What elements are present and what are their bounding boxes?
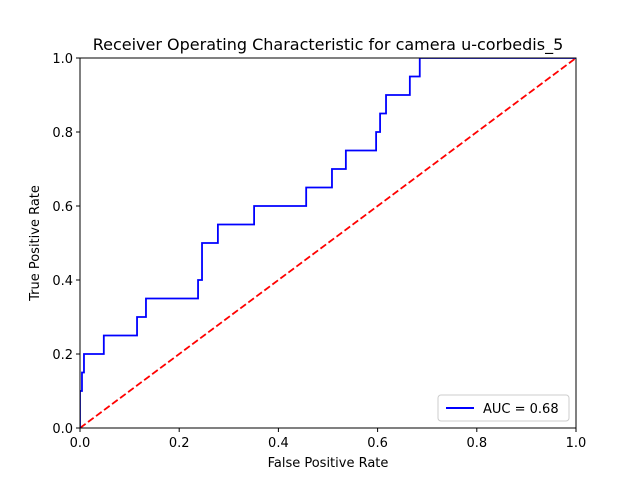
y-tick-label: 0.6 [52, 200, 73, 215]
legend-label-roc-curve: AUC = 0.68 [483, 402, 559, 417]
legend-box [437, 394, 570, 422]
y-tick-label: 1.0 [52, 52, 73, 67]
chart-title: Receiver Operating Characteristic for ca… [93, 35, 564, 55]
y-tick-label: 0.4 [52, 274, 73, 289]
x-axis: 0.0 0.2 0.4 0.6 0.8 1.0 [70, 428, 587, 451]
x-tick-label: 1.0 [566, 436, 587, 451]
x-tick-label: 0.6 [367, 436, 388, 451]
y-tick-label: 0.2 [52, 348, 73, 363]
roc-curve-line [80, 58, 576, 428]
plot-frame [79, 57, 577, 429]
y-axis: 0.0 0.2 0.4 0.6 0.8 1.0 [52, 52, 80, 437]
y-axis-label: True Positive Rate [28, 185, 43, 302]
x-axis-label: False Positive Rate [268, 456, 389, 471]
series-layer [80, 58, 576, 428]
x-tick-label: 0.4 [268, 436, 289, 451]
legend: AUC = 0.68 [437, 394, 570, 422]
x-tick-label: 0.2 [169, 436, 190, 451]
y-tick-label: 0.8 [52, 126, 73, 141]
x-tick-label: 0.8 [466, 436, 487, 451]
x-tick-label: 0.0 [70, 436, 91, 451]
y-tick-label: 0.0 [52, 422, 73, 437]
chance-diagonal-line [80, 58, 576, 428]
